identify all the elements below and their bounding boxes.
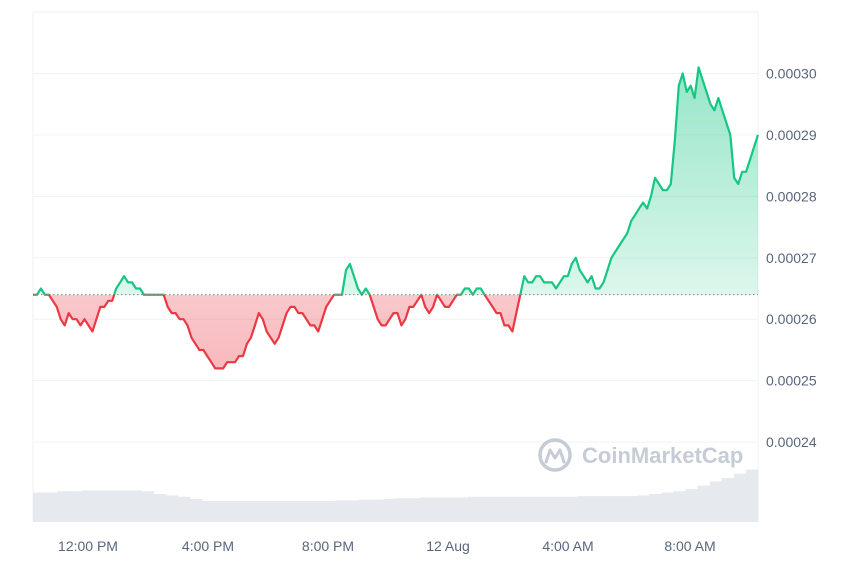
price-line <box>33 66 760 370</box>
volume-bar <box>455 497 469 522</box>
volume-bars <box>33 469 759 522</box>
volume-bar <box>576 496 590 522</box>
volume-bar <box>190 498 203 522</box>
volume-bar <box>443 497 457 522</box>
volume-bar <box>310 501 324 522</box>
volume-bar <box>323 501 336 522</box>
volume-bar <box>286 501 300 522</box>
volume-bar <box>45 492 58 522</box>
volume-bar <box>685 489 698 522</box>
y-tick-label: 0.00025 <box>766 373 817 389</box>
y-tick-label: 0.00024 <box>766 434 817 450</box>
volume-bar <box>600 496 614 522</box>
volume-bar <box>709 481 723 522</box>
volume-bar <box>661 492 674 522</box>
volume-bar <box>516 496 529 522</box>
volume-bar <box>564 496 578 522</box>
coinmarketcap-watermark: CoinMarketCap <box>538 438 743 472</box>
volume-bar <box>540 496 553 522</box>
volume-bar <box>625 496 638 522</box>
volume-bar <box>238 501 251 522</box>
volume-bar <box>214 501 227 522</box>
y-tick-label: 0.00028 <box>766 188 817 204</box>
price-line-down <box>33 294 522 370</box>
coinmarketcap-logo-icon <box>538 438 572 472</box>
volume-bar <box>141 491 155 522</box>
volume-bar <box>588 496 602 522</box>
volume-bar <box>262 501 276 522</box>
x-tick-label: 8:00 PM <box>302 538 354 554</box>
price-area <box>33 67 758 369</box>
volume-bar <box>69 491 82 522</box>
volume-bar <box>359 499 372 522</box>
volume-bar <box>733 473 747 522</box>
area-above-baseline <box>37 67 758 295</box>
volume-bar <box>745 469 759 522</box>
volume-bar <box>250 501 263 522</box>
x-tick-label: 4:00 PM <box>182 538 234 554</box>
volume-bar <box>202 501 215 522</box>
volume-bar <box>407 498 421 522</box>
y-tick-label: 0.00030 <box>766 65 817 81</box>
y-tick-label: 0.00026 <box>766 311 817 327</box>
volume-bar <box>673 491 686 522</box>
volume-bar <box>383 498 396 522</box>
volume-bar <box>480 496 493 522</box>
volume-bar <box>613 496 626 522</box>
volume-bar <box>371 499 384 522</box>
volume-bar <box>165 495 179 522</box>
volume-bar <box>298 501 312 522</box>
area-below-baseline <box>33 294 758 369</box>
volume-bar <box>153 494 167 522</box>
grid-lines <box>32 11 759 522</box>
watermark-text: CoinMarketCap <box>582 443 743 468</box>
volume-bar <box>504 496 517 522</box>
volume-bar <box>335 500 348 522</box>
volume-bar <box>57 491 70 522</box>
volume-bar <box>117 490 131 522</box>
volume-bar <box>226 501 239 522</box>
volume-bar <box>431 497 445 522</box>
volume-bar <box>274 501 288 522</box>
volume-bar <box>178 496 191 522</box>
volume-bar <box>93 490 106 522</box>
volume-bar <box>129 490 143 522</box>
y-tick-label: 0.00027 <box>766 250 817 266</box>
volume-bar <box>105 490 118 522</box>
volume-bar <box>649 494 662 522</box>
x-tick-label: 12:00 PM <box>58 538 118 554</box>
x-axis-labels: 12:00 PM 4:00 PM 8:00 PM 12 Aug 4:00 AM 8:00 … <box>58 538 716 554</box>
x-tick-label: 12 Aug <box>426 538 470 554</box>
volume-bar <box>468 496 481 522</box>
y-axis-labels: 0.00024 0.00025 0.00026 0.00027 0.00028 0.000… <box>766 65 817 450</box>
volume-bar <box>697 485 711 522</box>
volume-bar <box>637 495 650 522</box>
x-tick-label: 4:00 AM <box>542 538 593 554</box>
price-line-up <box>33 66 760 295</box>
volume-bar <box>347 500 360 522</box>
volume-bar <box>81 490 94 522</box>
volume-bar <box>395 498 408 522</box>
volume-bar <box>721 477 735 522</box>
y-tick-label: 0.00029 <box>766 127 817 143</box>
volume-bar <box>419 497 433 522</box>
volume-bar <box>33 492 46 522</box>
volume-bar <box>528 496 541 522</box>
volume-bar <box>552 496 566 522</box>
volume-bar <box>492 496 505 522</box>
x-tick-label: 8:00 AM <box>664 538 715 554</box>
